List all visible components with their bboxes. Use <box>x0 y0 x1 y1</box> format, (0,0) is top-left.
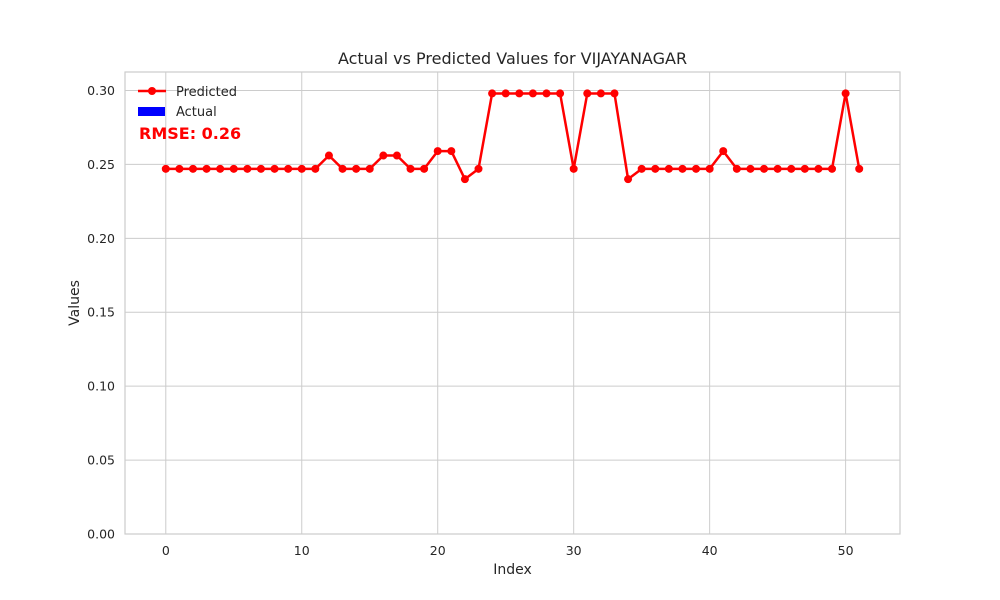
predicted-point <box>352 164 361 173</box>
plot-frame <box>124 71 901 535</box>
predicted-point <box>841 89 850 98</box>
predicted-point <box>719 147 728 156</box>
predicted-point <box>705 164 714 173</box>
plot-area <box>125 72 900 534</box>
x-tick-label: 20 <box>430 543 446 558</box>
x-tick-label: 10 <box>294 543 310 558</box>
y-tick-label: 0.00 <box>87 527 115 542</box>
x-axis-ticks: 0 10 20 30 40 50 <box>162 543 854 558</box>
predicted-point <box>746 164 755 173</box>
x-tick-label: 50 <box>838 543 854 558</box>
predicted-point <box>256 164 265 173</box>
y-tick-label: 0.10 <box>87 379 115 394</box>
legend-predicted-label: Predicted <box>176 85 237 100</box>
predicted-point <box>488 89 497 98</box>
predicted-point <box>624 175 633 184</box>
predicted-point <box>787 164 796 173</box>
predicted-point <box>855 164 864 173</box>
y-tick-label: 0.15 <box>87 305 115 320</box>
y-tick-label: 0.20 <box>87 231 115 246</box>
predicted-point <box>460 175 469 184</box>
predicted-point <box>216 164 225 173</box>
predicted-point <box>501 89 510 98</box>
x-axis-label: Index <box>493 562 532 578</box>
predicted-point <box>161 164 170 173</box>
predicted-point <box>651 164 660 173</box>
predicted-point <box>664 164 673 173</box>
rmse-annotation: RMSE: 0.26 <box>139 124 241 143</box>
predicted-point <box>583 89 592 98</box>
legend-actual-swatch <box>138 107 165 116</box>
predicted-point <box>392 151 401 160</box>
predicted-point <box>596 89 605 98</box>
predicted-point <box>610 89 619 98</box>
predicted-point <box>202 164 211 173</box>
predicted-point <box>379 151 388 160</box>
predicted-point <box>800 164 809 173</box>
predicted-point <box>447 147 456 156</box>
legend-predicted-marker <box>148 87 156 95</box>
predicted-point <box>188 164 197 173</box>
predicted-point <box>528 89 537 98</box>
predicted-series-line <box>165 92 861 181</box>
predicted-point <box>569 164 578 173</box>
predicted-point <box>828 164 837 173</box>
predicted-point <box>773 164 782 173</box>
predicted-point <box>515 89 524 98</box>
predicted-point <box>175 164 184 173</box>
x-tick-label: 0 <box>162 543 170 558</box>
legend-actual-label: Actual <box>176 105 217 120</box>
predicted-point <box>311 164 320 173</box>
predicted-point <box>338 164 347 173</box>
predicted-point <box>406 164 415 173</box>
predicted-point <box>637 164 646 173</box>
series-layer <box>161 89 864 184</box>
predicted-point <box>474 164 483 173</box>
y-tick-label: 0.25 <box>87 157 115 172</box>
y-tick-label: 0.05 <box>87 453 115 468</box>
predicted-point <box>243 164 252 173</box>
predicted-point <box>365 164 374 173</box>
y-axis-label: Values <box>67 280 83 326</box>
predicted-point <box>270 164 279 173</box>
grid <box>125 72 900 535</box>
predicted-point <box>229 164 238 173</box>
predicted-point <box>433 147 442 156</box>
x-tick-label: 40 <box>702 543 718 558</box>
x-tick-label: 30 <box>566 543 582 558</box>
y-tick-label: 0.30 <box>87 83 115 98</box>
predicted-point <box>760 164 769 173</box>
legend: Predicted Actual <box>138 85 237 120</box>
predicted-point <box>420 164 429 173</box>
predicted-point <box>324 151 333 160</box>
predicted-point <box>297 164 306 173</box>
predicted-point <box>556 89 565 98</box>
chart-title: Actual vs Predicted Values for VIJAYANAG… <box>338 49 687 68</box>
y-axis-ticks: 0.00 0.05 0.10 0.15 0.20 0.25 0.30 <box>87 83 115 542</box>
predicted-point <box>678 164 687 173</box>
predicted-point <box>814 164 823 173</box>
predicted-point <box>542 89 551 98</box>
predicted-point <box>692 164 701 173</box>
predicted-point <box>284 164 293 173</box>
predicted-point <box>732 164 741 173</box>
